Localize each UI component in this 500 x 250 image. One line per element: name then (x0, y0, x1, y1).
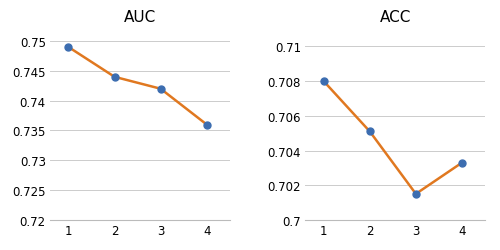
Title: ACC: ACC (380, 10, 411, 25)
Title: AUC: AUC (124, 10, 156, 25)
